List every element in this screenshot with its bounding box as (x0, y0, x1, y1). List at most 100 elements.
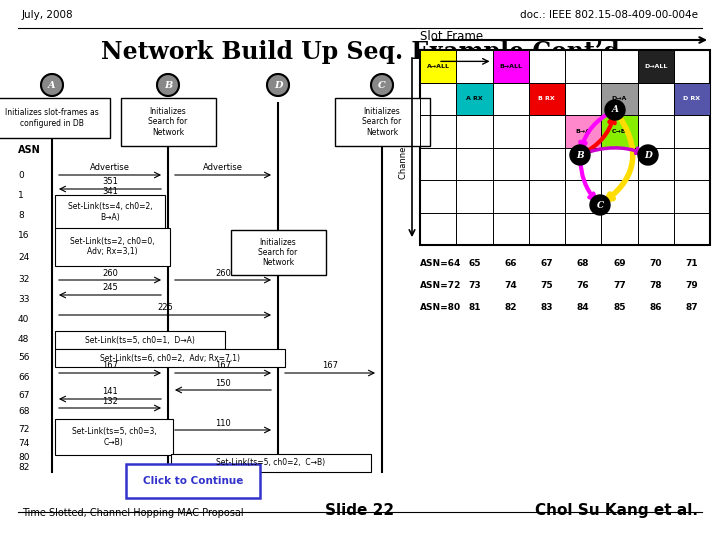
Text: 48: 48 (18, 335, 30, 345)
Bar (601, 115, 637, 147)
Text: Click to Continue: Click to Continue (143, 476, 243, 486)
Text: 32: 32 (18, 275, 30, 285)
Text: doc.: IEEE 802.15-08-409-00-004e: doc.: IEEE 802.15-08-409-00-004e (520, 10, 698, 20)
Text: 82: 82 (505, 302, 517, 312)
Text: 84: 84 (577, 302, 590, 312)
Text: B→A: B→A (575, 129, 590, 134)
Text: Initializes slot-frames as
configured in DB: Initializes slot-frames as configured in… (5, 109, 99, 127)
Circle shape (371, 74, 393, 96)
Text: 167: 167 (215, 361, 231, 370)
Text: 81: 81 (468, 302, 481, 312)
Text: D RX: D RX (683, 96, 701, 102)
Bar (335, 98, 430, 146)
Text: 67: 67 (18, 390, 30, 400)
Text: 150: 150 (215, 379, 231, 388)
Text: 68: 68 (577, 259, 590, 267)
Circle shape (605, 100, 625, 120)
Text: 86: 86 (649, 302, 662, 312)
Text: Set-Link(ts=5, ch0=1,  D→A): Set-Link(ts=5, ch0=1, D→A) (85, 335, 195, 345)
Text: 74: 74 (504, 280, 517, 289)
Text: 69: 69 (613, 259, 626, 267)
Circle shape (590, 195, 610, 215)
Text: B: B (576, 151, 584, 159)
Text: 71: 71 (685, 259, 698, 267)
Text: 85: 85 (613, 302, 626, 312)
Text: D: D (274, 80, 282, 90)
FancyBboxPatch shape (126, 464, 260, 498)
Text: D: D (644, 151, 652, 159)
Text: Slot Frame: Slot Frame (420, 30, 483, 43)
Text: 132: 132 (102, 396, 118, 406)
Text: 167: 167 (322, 361, 338, 370)
Text: Advertise: Advertise (203, 164, 243, 172)
Circle shape (157, 74, 179, 96)
Text: 225: 225 (157, 303, 173, 313)
Bar (456, 83, 492, 115)
Text: C→B: C→B (612, 129, 626, 134)
Text: 67: 67 (541, 259, 553, 267)
Text: 141: 141 (102, 388, 118, 396)
Bar (230, 230, 325, 275)
Text: Slide 22: Slide 22 (325, 503, 395, 518)
Text: D→A: D→A (612, 96, 627, 102)
Bar (420, 50, 710, 245)
Text: 70: 70 (649, 259, 662, 267)
Text: Initializes
Search for
Network: Initializes Search for Network (148, 107, 188, 137)
Text: 78: 78 (649, 280, 662, 289)
Text: Set-Link(ts=2, ch0=0,
Adv; Rx=3,1): Set-Link(ts=2, ch0=0, Adv; Rx=3,1) (70, 237, 155, 256)
Text: 16: 16 (18, 231, 30, 240)
Text: 1: 1 (18, 191, 24, 199)
Text: Network Build Up Seq. Example Cont’d: Network Build Up Seq. Example Cont’d (101, 40, 619, 64)
Text: 83: 83 (541, 302, 553, 312)
Text: 8: 8 (18, 211, 24, 219)
Bar (55, 331, 225, 349)
Text: Advertise: Advertise (90, 164, 130, 172)
Text: Time Slotted, Channel Hopping MAC Proposal: Time Slotted, Channel Hopping MAC Propos… (22, 508, 243, 518)
Bar (492, 50, 528, 83)
Bar (55, 419, 173, 455)
Text: 245: 245 (102, 284, 118, 293)
Text: A RX: A RX (466, 96, 482, 102)
Bar (601, 83, 637, 115)
Text: 72: 72 (18, 426, 30, 435)
Text: ASN=64: ASN=64 (420, 259, 462, 267)
Text: 73: 73 (468, 280, 481, 289)
Bar (0, 98, 109, 138)
Text: 24: 24 (18, 253, 30, 262)
Text: B: B (164, 80, 172, 90)
Text: Initializes
Search for
Network: Initializes Search for Network (258, 238, 297, 267)
Text: July, 2008: July, 2008 (22, 10, 73, 20)
Text: ASN=72: ASN=72 (420, 280, 462, 289)
Text: 260: 260 (215, 268, 231, 278)
Bar (528, 83, 565, 115)
Text: Chol Su Kang et al.: Chol Su Kang et al. (535, 503, 698, 518)
Text: 80: 80 (18, 454, 30, 462)
Circle shape (41, 74, 63, 96)
Text: Set-Link(ts=5, ch0=2,  C→B): Set-Link(ts=5, ch0=2, C→B) (217, 458, 325, 468)
Text: A: A (611, 105, 618, 114)
Bar (637, 50, 674, 83)
Text: Set-Link(ts=6, ch0=2,  Adv; Rx=7,1): Set-Link(ts=6, ch0=2, Adv; Rx=7,1) (100, 354, 240, 362)
Text: A→ALL: A→ALL (427, 64, 449, 69)
Text: 82: 82 (18, 463, 30, 472)
Text: Set-Link(ts=5, ch0=3,
C→B): Set-Link(ts=5, ch0=3, C→B) (71, 427, 156, 447)
Text: 79: 79 (685, 280, 698, 289)
Text: 66: 66 (505, 259, 517, 267)
Circle shape (638, 145, 658, 165)
Text: 341: 341 (102, 187, 118, 197)
Text: Initializes
Search for
Network: Initializes Search for Network (362, 107, 402, 137)
Text: 65: 65 (468, 259, 481, 267)
Text: 56: 56 (18, 354, 30, 362)
Text: 40: 40 (18, 315, 30, 325)
Circle shape (570, 145, 590, 165)
Text: B→ALL: B→ALL (499, 64, 522, 69)
Text: B RX: B RX (539, 96, 555, 102)
Text: 110: 110 (215, 418, 231, 428)
Text: 75: 75 (541, 280, 553, 289)
Text: D→ALL: D→ALL (644, 64, 667, 69)
Text: C: C (596, 200, 603, 210)
Bar (420, 50, 456, 83)
Text: C: C (378, 80, 386, 90)
Text: 167: 167 (102, 361, 118, 370)
Text: ASN=80: ASN=80 (420, 302, 461, 312)
